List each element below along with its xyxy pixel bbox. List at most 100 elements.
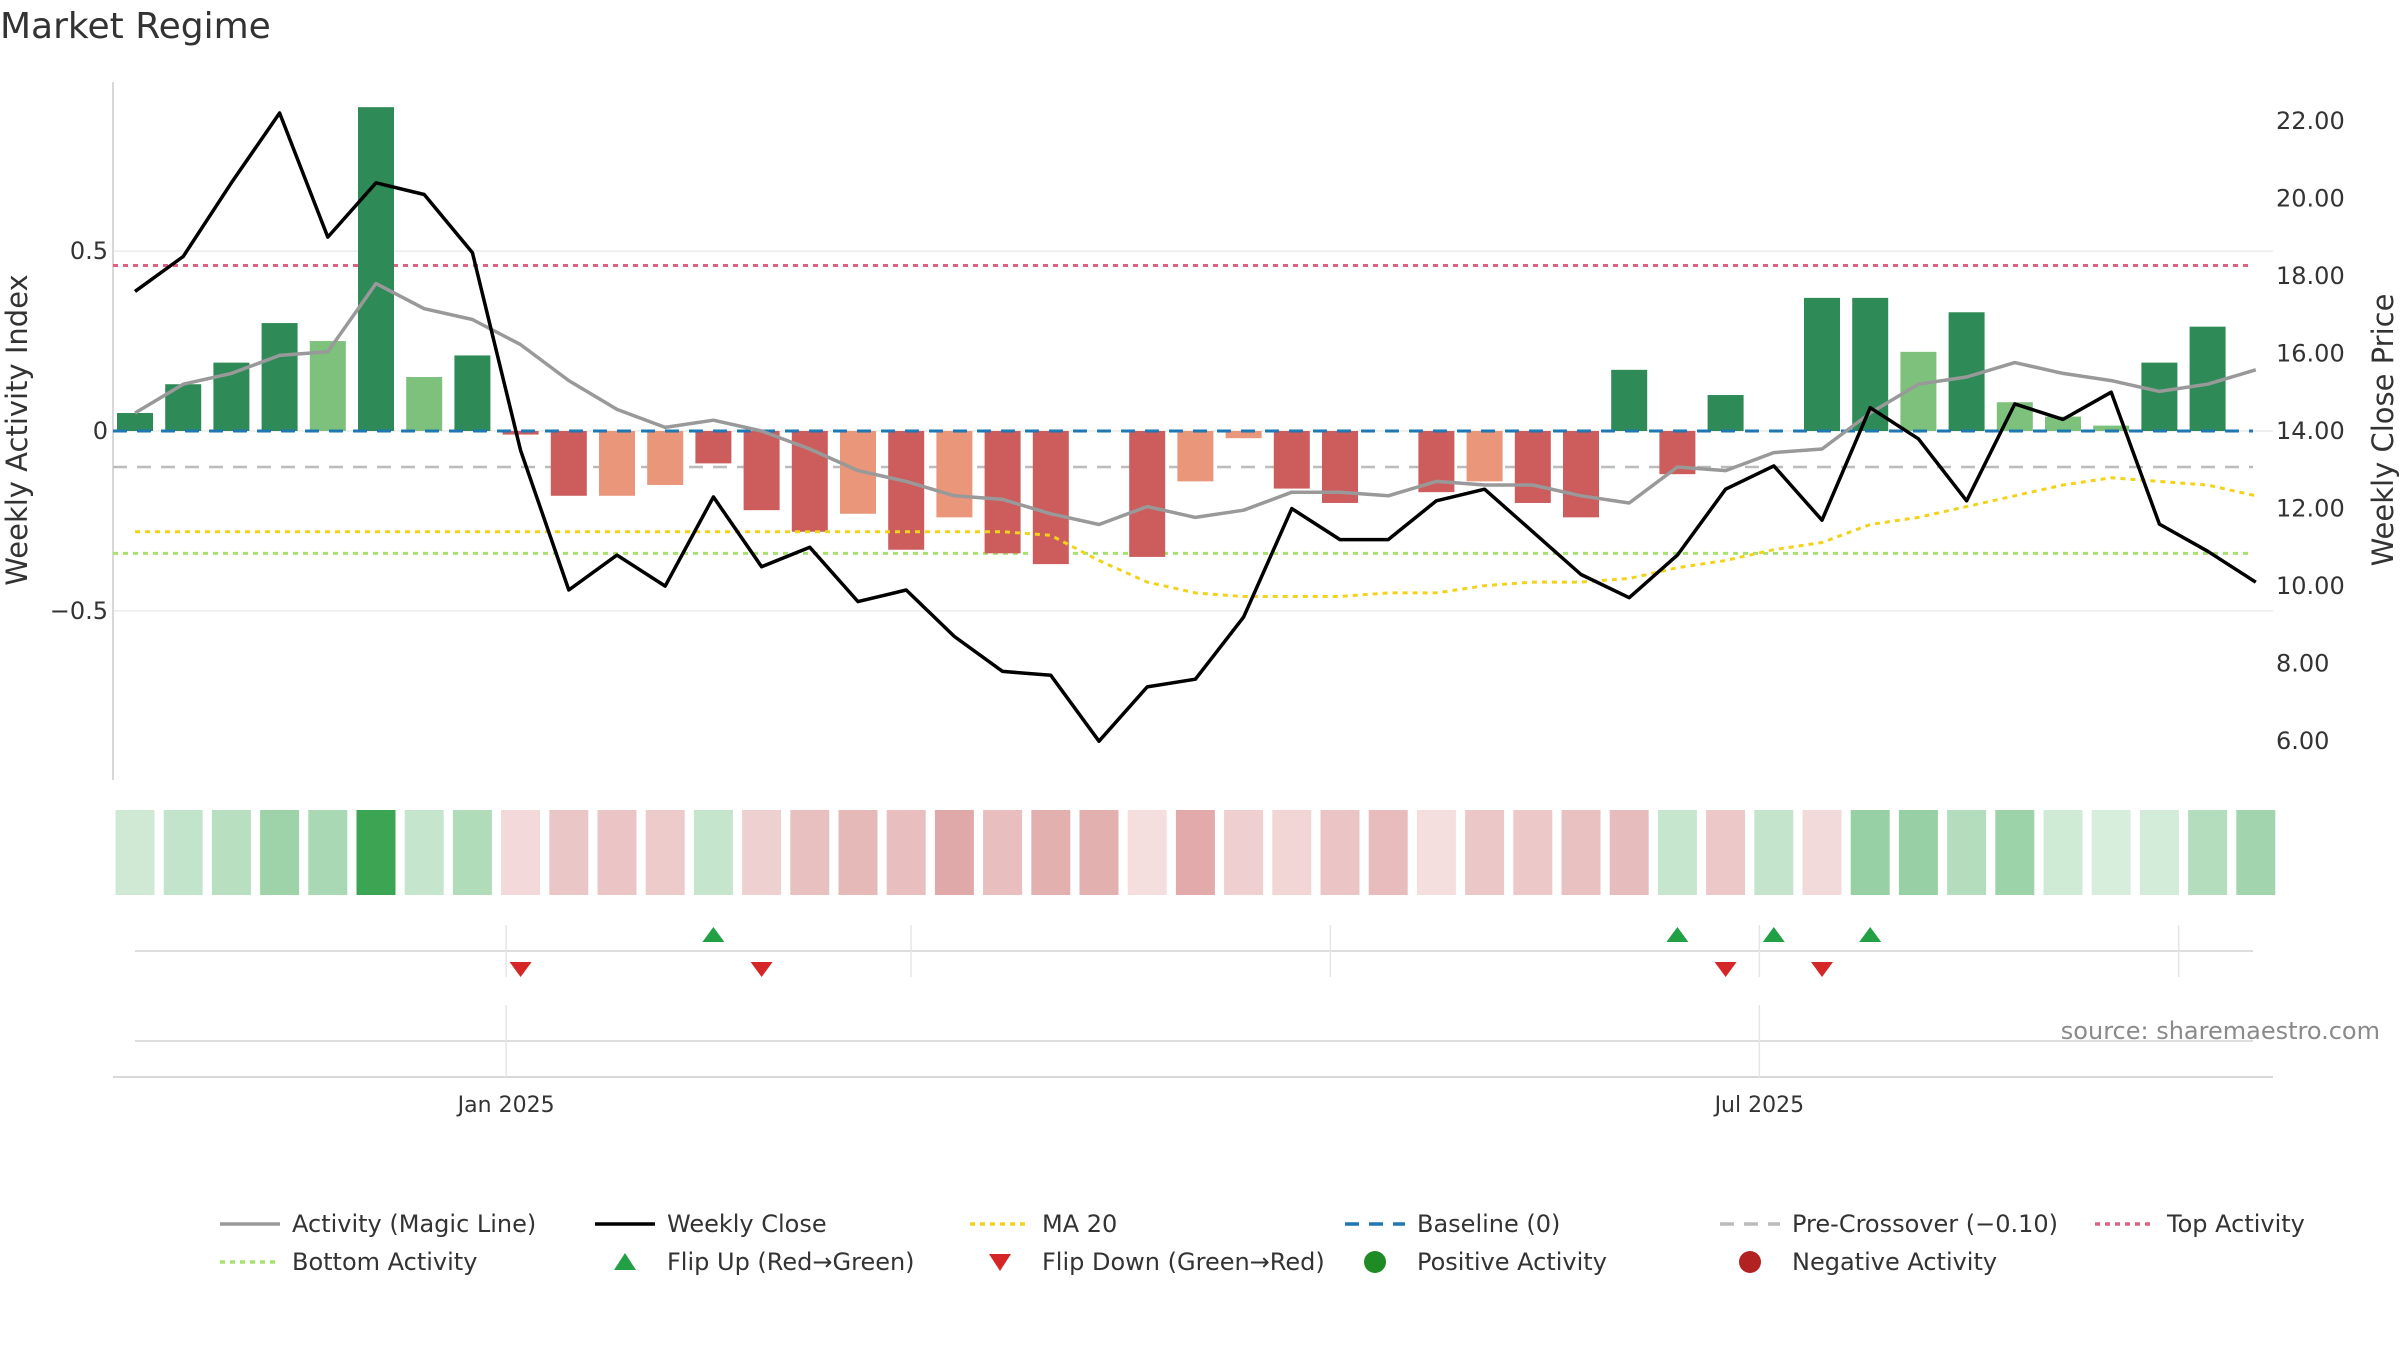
x-tick-label: Jan 2025: [456, 1093, 555, 1118]
activity-bar: [2093, 425, 2130, 431]
y-right-tick-label: 18.00: [2276, 262, 2345, 290]
flip-up-marker: [702, 927, 725, 942]
heatmap-cell: [1416, 810, 1456, 895]
legend-item-flipup: Flip Up (Red→Green): [614, 1248, 915, 1276]
heatmap-cell: [1465, 810, 1505, 895]
legend-item-magic: Activity (Magic Line): [220, 1210, 536, 1238]
heatmap-cell: [1224, 810, 1264, 895]
activity-bar: [1273, 431, 1310, 489]
activity-bar: [1177, 431, 1214, 482]
activity-bar: [984, 431, 1021, 554]
y-left-tick-label: −0.5: [50, 597, 108, 625]
heatmap-cell: [1561, 810, 1601, 895]
legend-label: Flip Down (Green→Red): [1042, 1248, 1325, 1276]
legend: Activity (Magic Line) Weekly Close MA 20 Ba…: [220, 1210, 2305, 1276]
heatmap-cell: [2043, 810, 2083, 895]
activity-bar: [261, 323, 298, 431]
activity-bars: [117, 107, 2226, 565]
heatmap-cell: [886, 810, 926, 895]
heatmap-cell: [597, 810, 637, 895]
x-tick-label: Jul 2025: [1713, 1093, 1805, 1118]
heatmap-cell: [1513, 810, 1553, 895]
y-right-tick-label: 8.00: [2276, 650, 2329, 678]
activity-bar: [1129, 431, 1166, 557]
legend-swatch: [1364, 1251, 1386, 1273]
legend-item-ma20: MA 20: [970, 1210, 1117, 1238]
x-tick-labels: Jan 2025 Jul 2025: [456, 1093, 1804, 1118]
heatmap-cell: [1272, 810, 1312, 895]
activity-bar: [936, 431, 973, 518]
activity-bar: [2045, 416, 2081, 431]
y-right-tick-label: 6.00: [2276, 727, 2329, 755]
legend-label: Positive Activity: [1417, 1248, 1607, 1276]
series-lines: [113, 111, 2257, 743]
heatmap-cell: [260, 810, 300, 895]
heatmap-cell: [693, 810, 733, 895]
heatmap-cell: [983, 810, 1023, 895]
heatmap-cell: [838, 810, 878, 895]
legend-item-top: Top Activity: [2095, 1210, 2305, 1238]
legend-item-bottom: Bottom Activity: [220, 1248, 477, 1276]
legend-label: Flip Up (Red→Green): [667, 1248, 915, 1276]
heatmap-cell: [452, 810, 492, 895]
activity-bar: [1225, 431, 1262, 439]
weekly-close-line: [133, 111, 2257, 743]
y-right-tick-label: 12.00: [2276, 495, 2345, 523]
heatmap-cell: [1127, 810, 1167, 895]
legend-item-close: Weekly Close: [595, 1210, 827, 1238]
chart-title: Market Regime: [0, 6, 271, 47]
heatmap-cell: [1079, 810, 1119, 895]
heatmap-cell: [1947, 810, 1987, 895]
flip-up-marker: [1666, 927, 1689, 942]
heatmap-cell: [2139, 810, 2179, 895]
legend-label: Baseline (0): [1417, 1210, 1560, 1238]
heatmap-cell: [1609, 810, 1649, 895]
activity-bar: [1466, 431, 1503, 482]
activity-bar: [599, 431, 635, 496]
activity-bar: [743, 431, 780, 511]
legend-label: Top Activity: [2166, 1210, 2305, 1238]
activity-bar: [454, 355, 491, 431]
legend-label: Weekly Close: [667, 1210, 827, 1238]
y-right-tick-label: 14.00: [2276, 417, 2345, 445]
legend-swatch: [614, 1253, 636, 1270]
heatmap-cell: [115, 810, 155, 895]
activity-bar: [1563, 431, 1599, 518]
heatmap-cell: [2236, 810, 2276, 895]
flip-down-marker: [1811, 962, 1833, 977]
heatmap-cell: [1802, 810, 1842, 895]
legend-item-flipdown: Flip Down (Green→Red): [989, 1248, 1325, 1276]
heatmap-cell: [1031, 810, 1071, 895]
activity-bar: [1032, 431, 1069, 565]
vertical-grid-lines: [505, 925, 2180, 1077]
source-label: source: sharemaestro.com: [2061, 1017, 2380, 1045]
legend-item-neg: Negative Activity: [1739, 1248, 1997, 1276]
heatmap-cell: [356, 810, 396, 895]
heatmap-cell: [1995, 810, 2035, 895]
heatmap-cell: [211, 810, 251, 895]
heatmap-cell: [1898, 810, 1938, 895]
y-right-tick-label: 16.00: [2276, 339, 2345, 367]
heatmap-cell: [501, 810, 541, 895]
heatmap-cell: [645, 810, 685, 895]
heatmap-cell: [1850, 810, 1890, 895]
flip-down-marker: [509, 962, 532, 977]
legend-item-pos: Positive Activity: [1364, 1248, 1607, 1276]
flip-down-marker: [1714, 962, 1737, 977]
y-right-tick-label: 22.00: [2276, 107, 2345, 135]
heatmap-cell: [2188, 810, 2228, 895]
activity-bar: [502, 431, 539, 435]
heatmap-cell: [1368, 810, 1408, 895]
heatmap-cell: [549, 810, 589, 895]
heatmap-cell: [1706, 810, 1746, 895]
axes: [112, 82, 2273, 1078]
legend-label: Bottom Activity: [292, 1248, 477, 1276]
activity-bar: [309, 341, 346, 431]
activity-bar: [695, 431, 732, 464]
ma20-line: [135, 476, 2257, 598]
activity-bar: [358, 107, 394, 431]
heatmap-cell: [2091, 810, 2131, 895]
flip-up-marker: [1859, 927, 1882, 942]
activity-bar: [647, 431, 684, 485]
legend-item-precross: Pre-Crossover (−0.10): [1720, 1210, 2058, 1238]
